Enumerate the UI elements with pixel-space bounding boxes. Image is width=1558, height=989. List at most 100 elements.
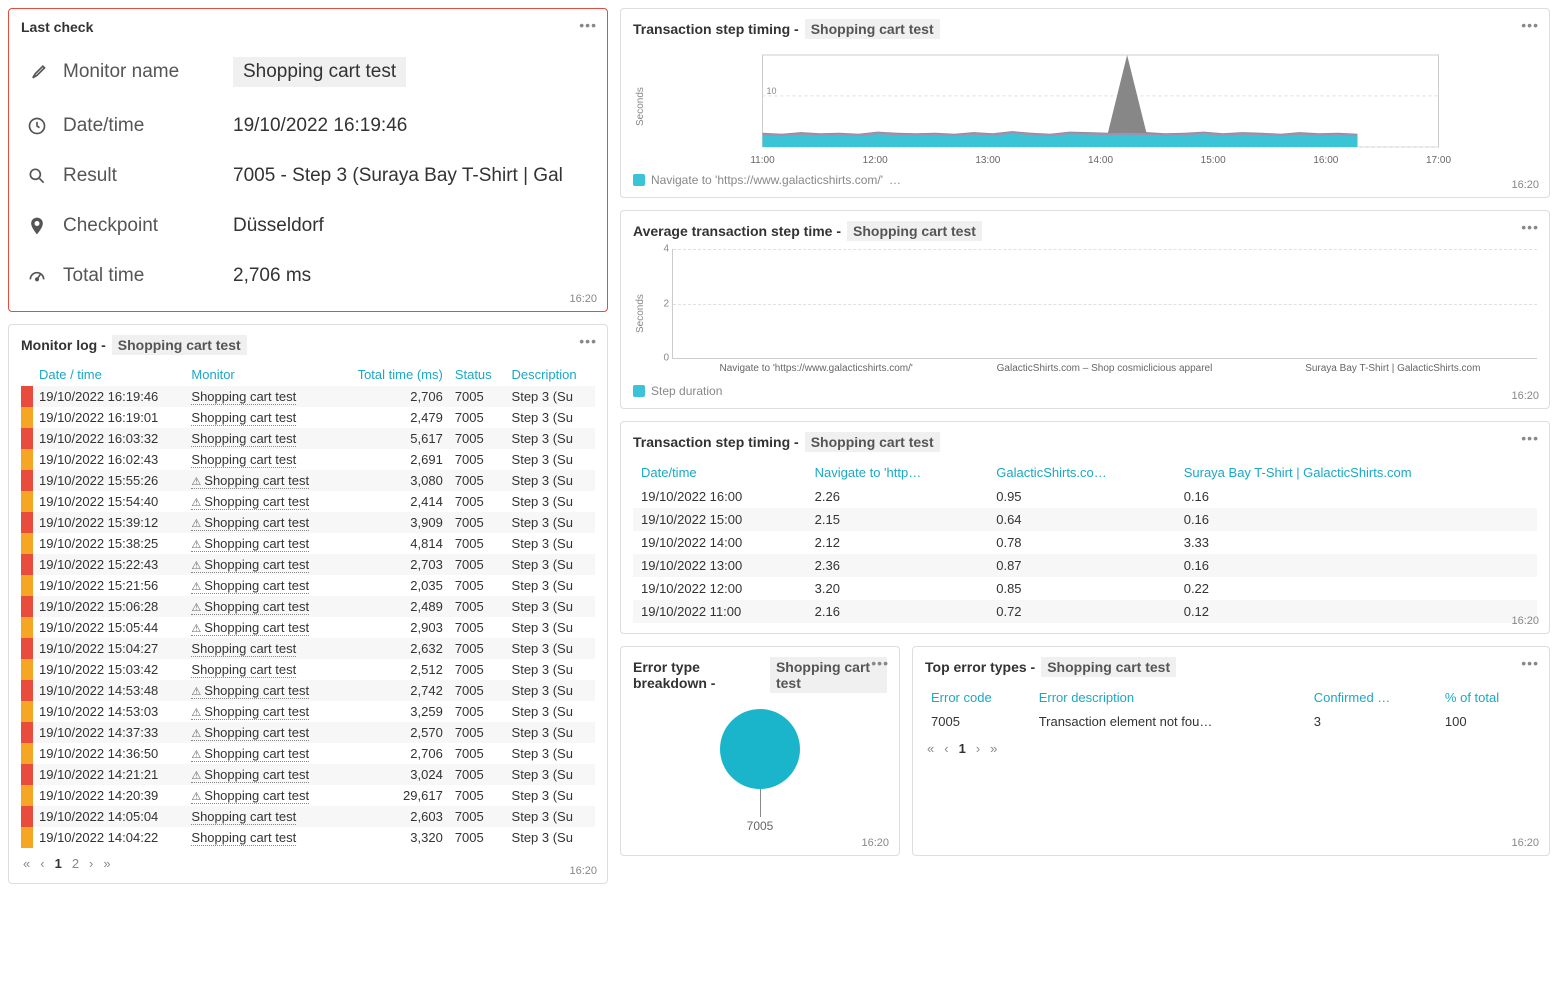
- monitor-link[interactable]: Shopping cart test: [191, 662, 296, 678]
- table-row[interactable]: 19/10/2022 16:19:01Shopping cart test2,4…: [21, 407, 595, 428]
- pager-prev-icon[interactable]: ‹: [944, 741, 948, 756]
- pager-first-icon[interactable]: «: [23, 856, 30, 871]
- warning-icon: ⚠: [191, 791, 201, 803]
- pie-chart[interactable]: [720, 709, 800, 789]
- table-row[interactable]: 19/10/2022 16:19:46Shopping cart test2,7…: [21, 386, 595, 407]
- monitor-link[interactable]: ⚠Shopping cart test: [191, 536, 309, 552]
- column-header[interactable]: Total time (ms): [336, 363, 449, 386]
- table-row[interactable]: 19/10/2022 15:39:12⚠Shopping cart test3,…: [21, 512, 595, 533]
- monitor-link[interactable]: ⚠Shopping cart test: [191, 620, 309, 636]
- bar-chart[interactable]: 024: [672, 249, 1537, 359]
- legend-label[interactable]: Step duration: [651, 384, 722, 398]
- table-row[interactable]: 19/10/2022 15:06:28⚠Shopping cart test2,…: [21, 596, 595, 617]
- table-row[interactable]: 19/10/2022 16:03:32Shopping cart test5,6…: [21, 428, 595, 449]
- table-row[interactable]: 19/10/2022 12:003.200.850.22: [633, 577, 1537, 600]
- column-header[interactable]: Suraya Bay T-Shirt | GalacticShirts.com: [1176, 460, 1537, 485]
- cell-monitor: Shopping cart test: [185, 407, 336, 428]
- table-row[interactable]: 19/10/2022 15:55:26⚠Shopping cart test3,…: [21, 470, 595, 491]
- monitor-link[interactable]: ⚠Shopping cart test: [191, 473, 309, 489]
- panel-menu-icon[interactable]: •••: [1521, 430, 1539, 446]
- pager-prev-icon[interactable]: ‹: [40, 856, 44, 871]
- column-header[interactable]: GalacticShirts.co…: [988, 460, 1175, 485]
- warning-icon: ⚠: [191, 476, 201, 488]
- monitor-link[interactable]: ⚠Shopping cart test: [191, 494, 309, 510]
- table-row[interactable]: 19/10/2022 14:20:39⚠Shopping cart test29…: [21, 785, 595, 806]
- table-row[interactable]: 19/10/2022 14:53:48⚠Shopping cart test2,…: [21, 680, 595, 701]
- cell-description: Step 3 (Su: [506, 659, 595, 680]
- table-row[interactable]: 19/10/2022 11:002.160.720.12: [633, 600, 1537, 623]
- table-row[interactable]: 19/10/2022 14:21:21⚠Shopping cart test3,…: [21, 764, 595, 785]
- pager-last-icon[interactable]: »: [990, 741, 997, 756]
- table-row[interactable]: 19/10/2022 14:37:33⚠Shopping cart test2,…: [21, 722, 595, 743]
- column-header[interactable]: % of total: [1439, 685, 1537, 710]
- column-header[interactable]: Status: [449, 363, 506, 386]
- table-row[interactable]: 19/10/2022 16:02:43Shopping cart test2,6…: [21, 449, 595, 470]
- panel-menu-icon[interactable]: •••: [579, 333, 597, 349]
- column-header[interactable]: Date/time: [633, 460, 807, 485]
- pager-last-icon[interactable]: »: [103, 856, 110, 871]
- monitor-link[interactable]: Shopping cart test: [191, 809, 296, 825]
- pager-first-icon[interactable]: «: [927, 741, 934, 756]
- column-header[interactable]: Error code: [925, 685, 1033, 710]
- column-header[interactable]: Monitor: [185, 363, 336, 386]
- table-row[interactable]: 19/10/2022 14:53:03⚠Shopping cart test3,…: [21, 701, 595, 722]
- table-row[interactable]: 19/10/2022 14:002.120.783.33: [633, 531, 1537, 554]
- pager-page[interactable]: 1: [959, 741, 966, 756]
- monitor-link[interactable]: ⚠Shopping cart test: [191, 704, 309, 720]
- column-header[interactable]: Navigate to 'http…: [807, 460, 989, 485]
- step-timing-chart-panel: Transaction step timing - Shopping cart …: [620, 8, 1550, 198]
- table-row[interactable]: 19/10/2022 16:002.260.950.16: [633, 485, 1537, 508]
- monitor-link[interactable]: ⚠Shopping cart test: [191, 599, 309, 615]
- table-row[interactable]: 19/10/2022 14:36:50⚠Shopping cart test2,…: [21, 743, 595, 764]
- monitor-link[interactable]: Shopping cart test: [191, 410, 296, 426]
- table-row[interactable]: 19/10/2022 15:002.150.640.16: [633, 508, 1537, 531]
- cell-description: Step 3 (Su: [506, 470, 595, 491]
- bar-label: Suraya Bay T-Shirt | GalacticShirts.com: [1249, 359, 1537, 378]
- monitor-link[interactable]: Shopping cart test: [191, 830, 296, 846]
- monitor-link[interactable]: ⚠Shopping cart test: [191, 767, 309, 783]
- monitor-link[interactable]: ⚠Shopping cart test: [191, 557, 309, 573]
- column-header[interactable]: Description: [506, 363, 595, 386]
- monitor-link[interactable]: Shopping cart test: [191, 389, 296, 405]
- panel-menu-icon[interactable]: •••: [1521, 17, 1539, 33]
- pager-page[interactable]: 1: [55, 856, 62, 871]
- monitor-link[interactable]: ⚠Shopping cart test: [191, 725, 309, 741]
- monitor-link[interactable]: Shopping cart test: [191, 431, 296, 447]
- column-header[interactable]: Confirmed …: [1308, 685, 1439, 710]
- area-chart[interactable]: 01011:0012:0013:0014:0015:0016:0017:00: [648, 47, 1537, 167]
- panel-menu-icon[interactable]: •••: [579, 17, 597, 33]
- column-header[interactable]: Date / time: [33, 363, 185, 386]
- monitor-link[interactable]: ⚠Shopping cart test: [191, 746, 309, 762]
- table-row[interactable]: 19/10/2022 15:22:43⚠Shopping cart test2,…: [21, 554, 595, 575]
- panel-menu-icon[interactable]: •••: [1521, 219, 1539, 235]
- monitor-link[interactable]: Shopping cart test: [191, 641, 296, 657]
- table-row[interactable]: 19/10/2022 15:04:27Shopping cart test2,6…: [21, 638, 595, 659]
- panel-menu-icon[interactable]: •••: [871, 655, 889, 671]
- pager-next-icon[interactable]: ›: [89, 856, 93, 871]
- pager-next-icon[interactable]: ›: [976, 741, 980, 756]
- table-row[interactable]: 19/10/2022 13:002.360.870.16: [633, 554, 1537, 577]
- legend-more[interactable]: …: [889, 173, 901, 187]
- table-row[interactable]: 19/10/2022 15:05:44⚠Shopping cart test2,…: [21, 617, 595, 638]
- table-row[interactable]: 19/10/2022 14:04:22Shopping cart test3,3…: [21, 827, 595, 848]
- cell-monitor: ⚠Shopping cart test: [185, 470, 336, 491]
- table-row[interactable]: 7005Transaction element not fou…3100: [925, 710, 1537, 733]
- table-row[interactable]: 19/10/2022 15:54:40⚠Shopping cart test2,…: [21, 491, 595, 512]
- monitor-link[interactable]: ⚠Shopping cart test: [191, 515, 309, 531]
- cell-status: 7005: [449, 827, 506, 848]
- monitor-link[interactable]: Shopping cart test: [191, 452, 296, 468]
- column-header[interactable]: Error description: [1033, 685, 1308, 710]
- monitor-link[interactable]: ⚠Shopping cart test: [191, 578, 309, 594]
- cell-monitor: Shopping cart test: [185, 386, 336, 407]
- table-row[interactable]: 19/10/2022 14:05:04Shopping cart test2,6…: [21, 806, 595, 827]
- last-check-row: CheckpointDüsseldorf: [21, 201, 595, 251]
- monitor-link[interactable]: ⚠Shopping cart test: [191, 683, 309, 699]
- cell-datetime: 19/10/2022 14:37:33: [33, 722, 185, 743]
- pager-page[interactable]: 2: [72, 856, 79, 871]
- legend-label[interactable]: Navigate to 'https://www.galacticshirts.…: [651, 173, 883, 187]
- table-row[interactable]: 19/10/2022 15:38:25⚠Shopping cart test4,…: [21, 533, 595, 554]
- table-row[interactable]: 19/10/2022 15:03:42Shopping cart test2,5…: [21, 659, 595, 680]
- monitor-link[interactable]: ⚠Shopping cart test: [191, 788, 309, 804]
- table-row[interactable]: 19/10/2022 15:21:56⚠Shopping cart test2,…: [21, 575, 595, 596]
- panel-menu-icon[interactable]: •••: [1521, 655, 1539, 671]
